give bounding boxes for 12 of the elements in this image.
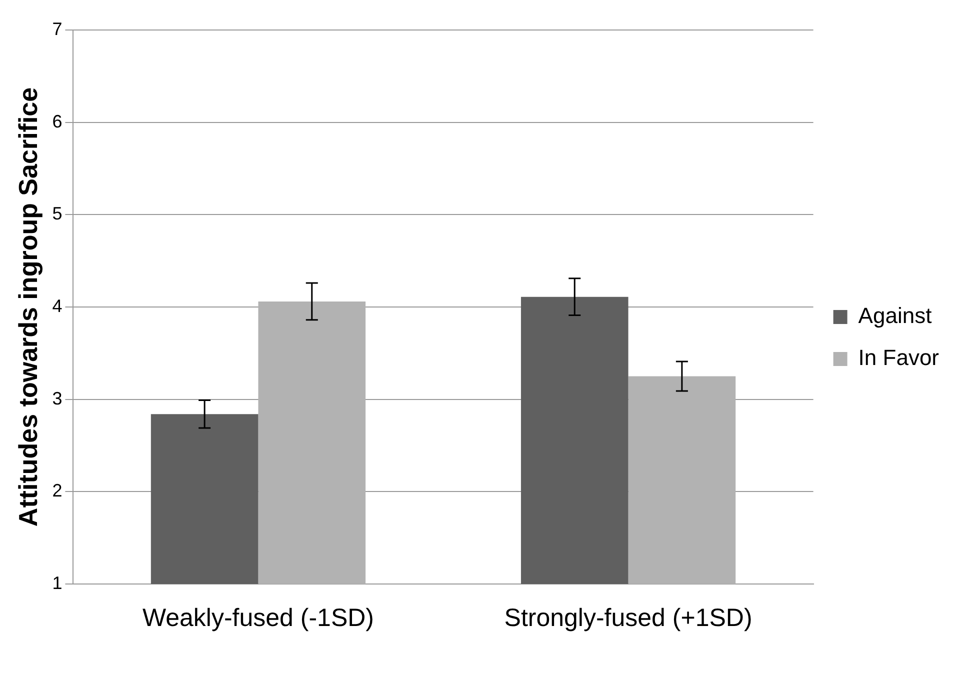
y-tick-label: 2 [52,480,62,501]
y-tick-label: 5 [52,204,62,224]
y-tick-label: 7 [52,18,62,39]
y-tick-label: 1 [52,572,62,593]
x-tick-label: Strongly-fused (+1SD) [504,604,752,632]
y-tick-label: 3 [52,388,62,408]
y-tick-label: 4 [52,296,62,316]
legend-label: In Favor [858,345,940,370]
y-tick-label: 6 [52,111,62,132]
y-axis-title: Attitudes towards ingroup Sacrifice [12,87,43,527]
legend-label: Against [858,303,932,328]
x-tick-label: Weakly-fused (-1SD) [142,604,374,632]
